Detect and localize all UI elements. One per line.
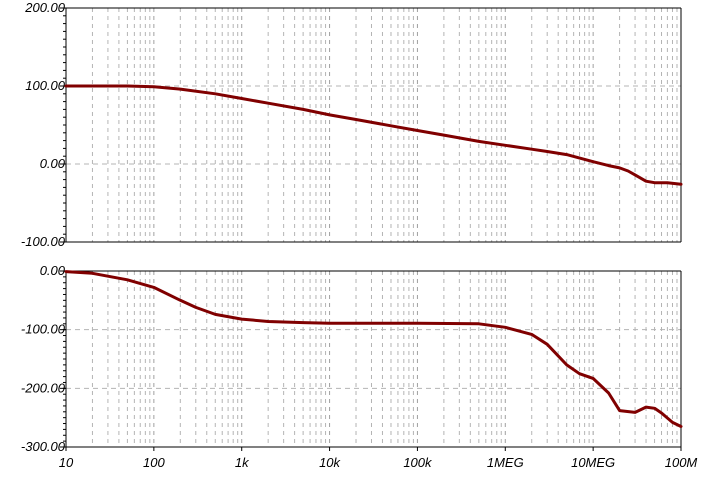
x-tick-label: 10 bbox=[59, 455, 74, 470]
x-tick-label: 1k bbox=[235, 455, 250, 470]
phase-y-tick-label: -300.00 bbox=[21, 439, 66, 454]
magnitude-y-tick-label: 0.00 bbox=[40, 156, 66, 171]
magnitude-y-tick-label: 100.00 bbox=[25, 78, 66, 93]
phase-y-tick-label: 0.00 bbox=[40, 263, 66, 278]
magnitude-y-tick-label: 200.00 bbox=[24, 0, 66, 15]
x-tick-label: 100M bbox=[665, 455, 698, 470]
magnitude-series-line bbox=[64, 84, 683, 186]
phase-y-tick-label: -100.00 bbox=[21, 322, 66, 337]
phase-y-tick-label: -200.00 bbox=[21, 380, 66, 395]
phase-series-line bbox=[64, 270, 683, 428]
x-tick-label: 100 bbox=[143, 455, 165, 470]
x-tick-label: 1MEG bbox=[487, 455, 524, 470]
x-tick-label: 10MEG bbox=[571, 455, 615, 470]
x-tick-label: 10k bbox=[319, 455, 341, 470]
magnitude-y-tick-label: -100.00 bbox=[21, 234, 66, 249]
x-tick-label: 100k bbox=[403, 455, 433, 470]
